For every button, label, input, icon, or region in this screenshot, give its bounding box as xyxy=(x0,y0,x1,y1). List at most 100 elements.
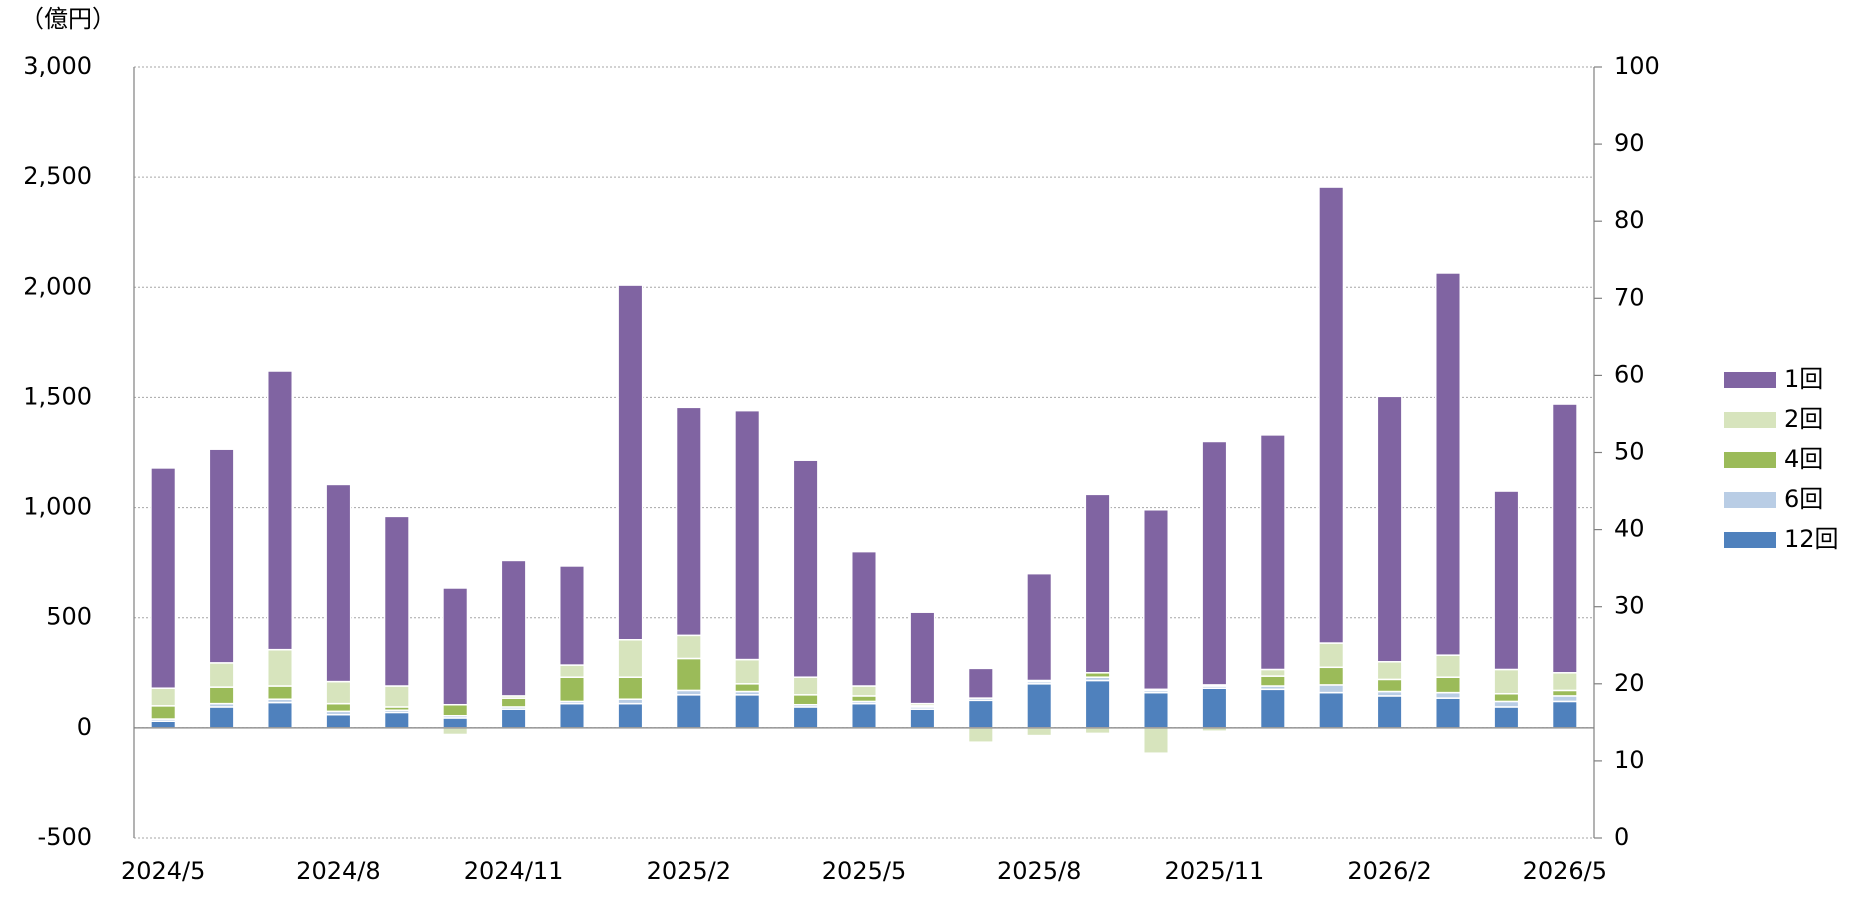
bar-segment xyxy=(1026,572,1053,682)
bar-segment xyxy=(1084,679,1111,729)
bar-segment xyxy=(383,711,410,729)
y-tick-label: 0 xyxy=(77,713,92,741)
bar-segment xyxy=(792,694,819,706)
bar-segment xyxy=(792,676,819,696)
y2-tick-label: 90 xyxy=(1614,129,1645,157)
bar-segment xyxy=(325,713,352,729)
x-tick-label: 2025/2 xyxy=(647,857,731,885)
bar-segment xyxy=(266,370,294,651)
bar-segment xyxy=(266,701,294,729)
unit-label: （億円） xyxy=(20,5,116,33)
bar-segment xyxy=(500,559,527,697)
bar-segment xyxy=(1493,490,1520,671)
bar-segment xyxy=(617,638,644,678)
bar-segment xyxy=(675,657,702,692)
legend-swatch xyxy=(1724,532,1776,548)
bar-segment xyxy=(208,448,235,664)
bar-segment xyxy=(1434,676,1462,694)
bar-segment xyxy=(1493,692,1520,703)
legend-label: 2回 xyxy=(1784,405,1823,433)
bar-segment xyxy=(734,683,761,693)
bar-segment xyxy=(850,685,878,697)
y2-tick-label: 20 xyxy=(1614,669,1645,697)
bar-segment xyxy=(967,667,994,699)
bar-segment xyxy=(500,697,527,708)
bar-segment xyxy=(850,550,878,687)
bar-segment xyxy=(1201,440,1228,686)
bar-segment xyxy=(967,727,994,743)
bar-segment xyxy=(1026,727,1053,737)
bar-segment xyxy=(208,662,235,688)
y-tick-label: 2,000 xyxy=(23,272,92,300)
bar-segment xyxy=(792,459,819,678)
y-tick-label: -500 xyxy=(38,823,92,851)
bar-segment xyxy=(1259,434,1286,671)
bar-segment xyxy=(266,685,294,700)
y2-tick-label: 10 xyxy=(1614,746,1645,774)
bar-segment xyxy=(1434,691,1462,699)
x-tick-label: 2024/5 xyxy=(121,857,205,885)
bar-segment xyxy=(617,702,644,729)
bar-segment xyxy=(1318,691,1345,729)
bar-segment xyxy=(675,406,702,637)
bar-segment xyxy=(1493,668,1520,695)
bar-segment xyxy=(1201,687,1228,729)
y2-tick-label: 100 xyxy=(1614,52,1660,80)
bar-segment xyxy=(1318,642,1345,669)
bar-segment xyxy=(1259,675,1286,687)
legend-swatch xyxy=(1724,452,1776,468)
bar-segment xyxy=(1259,688,1286,729)
bar-segment xyxy=(1318,666,1345,686)
bar-segment xyxy=(558,664,586,678)
y2-tick-label: 30 xyxy=(1614,592,1645,620)
bar-segment xyxy=(208,686,235,705)
legend-label: 6回 xyxy=(1784,485,1823,513)
bar-segment xyxy=(150,687,177,707)
bar-segment xyxy=(500,708,527,729)
x-tick-label: 2025/8 xyxy=(997,857,1081,885)
bar-segment xyxy=(675,634,702,660)
bar-segment xyxy=(1551,695,1578,703)
bar-segment xyxy=(1142,691,1170,729)
bar-segment xyxy=(325,483,352,683)
legend-label: 12回 xyxy=(1784,525,1839,553)
bar-segment xyxy=(850,695,878,703)
y-tick-label: 2,500 xyxy=(23,162,92,190)
bar-segment xyxy=(734,409,761,661)
bar-segment xyxy=(1142,509,1170,691)
bar-segment xyxy=(1551,403,1578,674)
bar-segment xyxy=(617,284,644,641)
bar-segment xyxy=(1142,727,1170,754)
bar-segment xyxy=(1026,683,1053,729)
y-tick-label: 1,500 xyxy=(23,382,92,410)
bar-segment xyxy=(909,611,936,705)
bar-segment xyxy=(558,565,586,666)
bar-segment xyxy=(1376,678,1403,693)
bar-segment xyxy=(850,702,878,729)
bar-segment xyxy=(1084,493,1111,674)
y-tick-label: 1,000 xyxy=(23,493,92,521)
bar-segment xyxy=(1259,668,1286,677)
y-tick-label: 3,000 xyxy=(23,52,92,80)
legend-label: 1回 xyxy=(1784,365,1823,393)
y2-tick-label: 0 xyxy=(1614,823,1629,851)
bar-segment xyxy=(617,676,644,700)
bar-segment xyxy=(1376,661,1403,681)
bar-segment xyxy=(208,706,235,729)
legend-swatch xyxy=(1724,412,1776,428)
bar-segment xyxy=(1493,706,1520,729)
bar-segment xyxy=(734,658,761,685)
bar-segment xyxy=(1551,672,1578,692)
x-tick-label: 2024/8 xyxy=(296,857,380,885)
x-tick-label: 2024/11 xyxy=(464,857,564,885)
bar-segment xyxy=(1551,700,1578,729)
y2-tick-label: 50 xyxy=(1614,438,1645,466)
legend-swatch xyxy=(1724,372,1776,388)
bar-segment xyxy=(383,515,410,687)
x-tick-label: 2025/11 xyxy=(1165,857,1265,885)
bar-segment xyxy=(383,685,410,708)
y2-tick-label: 80 xyxy=(1614,206,1645,234)
legend-swatch xyxy=(1724,492,1776,508)
y2-tick-label: 40 xyxy=(1614,515,1645,543)
